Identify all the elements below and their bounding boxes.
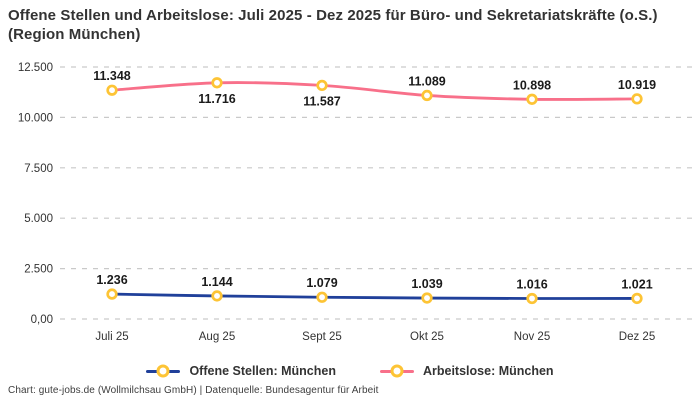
legend-item-offene-stellen: Offene Stellen: München — [146, 364, 336, 378]
data-point-marker — [211, 290, 223, 302]
data-point-label: 1.236 — [96, 273, 127, 287]
x-tick-label: Aug 25 — [199, 331, 235, 343]
x-tick-label: Okt 25 — [410, 331, 444, 343]
data-point-marker — [526, 292, 538, 305]
data-point-marker — [421, 292, 433, 304]
data-point-marker — [211, 77, 223, 89]
data-point-marker — [631, 93, 643, 105]
y-tick-label: 10.000 — [18, 112, 53, 124]
series-line — [110, 81, 639, 101]
data-point-marker — [421, 89, 433, 102]
plot-area: 0,00 2.500 5.000 7.500 10.000 12.500 Juli 25 Au… — [18, 62, 697, 343]
series-line — [110, 292, 639, 300]
legend-item-arbeitslose: Arbeitslose: München — [379, 364, 554, 378]
data-point-label: 1.021 — [621, 277, 652, 291]
data-point-marker — [631, 292, 643, 305]
data-point-marker — [526, 93, 538, 105]
y-tick-label: 7.500 — [24, 163, 53, 175]
data-point-label: 1.039 — [411, 277, 442, 291]
data-point-marker — [316, 291, 328, 303]
marker-dot-icon — [390, 364, 404, 378]
x-tick-label: Nov 25 — [514, 331, 550, 343]
data-point-label: 1.144 — [201, 275, 232, 289]
marker-dot-icon — [156, 364, 170, 378]
data-point-label: 1.016 — [516, 278, 547, 292]
data-point-marker — [316, 79, 328, 92]
y-tick-label: 12.500 — [18, 62, 53, 74]
data-point-label: 10.919 — [618, 78, 656, 92]
chart-footer: Chart: gute-jobs.de (Wollmilchsau GmbH) … — [8, 385, 379, 396]
line-swatch-icon — [146, 364, 181, 378]
legend: Offene Stellen: München Arbeitslose: Mün… — [0, 360, 700, 382]
legend-label: Offene Stellen: München — [189, 364, 336, 378]
y-tick-label: 5.000 — [24, 213, 53, 225]
x-tick-label: Juli 25 — [95, 331, 128, 343]
chart-title: Offene Stellen und Arbeitslose: Juli 202… — [8, 7, 658, 43]
data-point-marker — [106, 84, 118, 96]
x-tick-label: Sept 25 — [302, 331, 342, 343]
data-point-label: 11.587 — [303, 94, 341, 108]
data-point-label: 11.716 — [198, 92, 236, 106]
data-point-label: 10.898 — [513, 78, 551, 92]
data-point-label: 11.089 — [408, 74, 446, 88]
data-point-label: 1.079 — [306, 276, 337, 290]
data-point-label: 11.348 — [93, 69, 131, 83]
x-tick-label: Dez 25 — [619, 331, 655, 343]
line-swatch-icon — [379, 364, 414, 378]
y-tick-label: 0,00 — [31, 314, 53, 326]
data-point-marker — [106, 288, 118, 300]
legend-label: Arbeitslose: München — [422, 364, 554, 378]
y-tick-label: 2.500 — [24, 264, 53, 276]
